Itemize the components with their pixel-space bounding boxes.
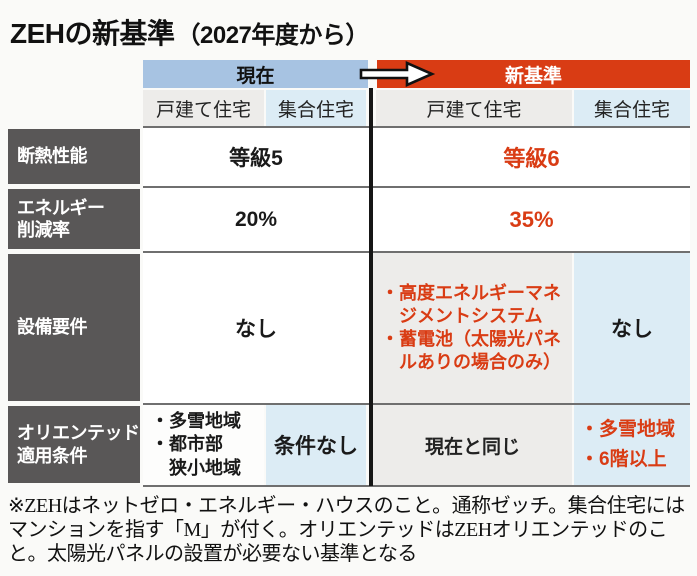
- cell-equipment-current: なし: [143, 253, 369, 403]
- list-item: ・6階以上: [580, 449, 667, 470]
- row-divider: [143, 403, 690, 405]
- arrow-right-icon: [358, 60, 436, 88]
- cell-insulation-new: 等級6: [373, 128, 690, 186]
- cell-oriented-current-detached: ・多雪地域 ・都市部 狭小地域: [143, 405, 264, 485]
- cell-oriented-current-apartment: 条件なし: [266, 405, 366, 485]
- value-energy-new: 35%: [509, 206, 554, 232]
- section-divider: [369, 88, 373, 486]
- row-label-equipment: 設備要件: [8, 254, 140, 401]
- row-label-insulation: 断熱性能: [8, 129, 140, 184]
- value-energy-current: 20%: [234, 207, 278, 231]
- cell-equipment-new-apartment: なし: [574, 253, 690, 403]
- list-item: ・高度エネルギーマネジメントシステム: [381, 282, 561, 326]
- cell-oriented-new-detached: 現在と同じ: [373, 405, 572, 485]
- row-divider: [143, 126, 690, 128]
- colhead-current-detached: 戸建て住宅: [143, 90, 264, 126]
- value-equipment-current: なし: [235, 318, 277, 341]
- value-insulation-new: 等級6: [503, 146, 560, 171]
- colhead-new-apartment: 集合住宅: [574, 90, 690, 126]
- colhead-current-apartment: 集合住宅: [266, 90, 366, 126]
- header-current: 現在: [143, 60, 368, 88]
- footnote: ※ZEHはネットゼロ・エネルギー・ハウスのこと。通称ゼッチ。集合住宅にはマンショ…: [8, 495, 685, 565]
- list-item: ・都市部 狭小地域: [151, 434, 241, 478]
- cell-energy-current: 20%: [143, 188, 369, 251]
- list-item: ・多雪地域: [580, 418, 676, 440]
- row-label-energy-reduction: エネルギー 削減率: [8, 189, 140, 249]
- colhead-new-detached: 戸建て住宅: [376, 90, 572, 126]
- list-item: ・蓄電池（太陽光パネルありの場合のみ）: [381, 329, 561, 373]
- row-divider: [143, 186, 690, 188]
- cell-energy-new: 35%: [373, 188, 690, 251]
- row-divider: [143, 485, 690, 487]
- page-title-main: ZEHの新基準: [10, 18, 175, 49]
- page-title-sub: （2027年度から）: [176, 22, 370, 49]
- cell-equipment-new-detached: ・高度エネルギーマネジメントシステム ・蓄電池（太陽光パネルありの場合のみ）: [373, 253, 572, 403]
- value-oriented-new-detached: 現在と同じ: [424, 436, 520, 458]
- value-insulation-current: 等級5: [229, 147, 283, 170]
- row-divider: [143, 251, 690, 253]
- row-label-oriented-conditions: オリエンテッド 適用条件: [8, 406, 140, 483]
- value-equipment-new-apartment: なし: [611, 318, 653, 341]
- cell-insulation-current: 等級5: [143, 128, 369, 186]
- value-oriented-current-apartment: 条件なし: [274, 435, 358, 458]
- list-item: ・多雪地域: [151, 411, 241, 432]
- cell-oriented-new-apartment: ・多雪地域 ・6階以上: [574, 405, 690, 485]
- page-title: ZEHの新基準（2027年度から）: [10, 12, 369, 52]
